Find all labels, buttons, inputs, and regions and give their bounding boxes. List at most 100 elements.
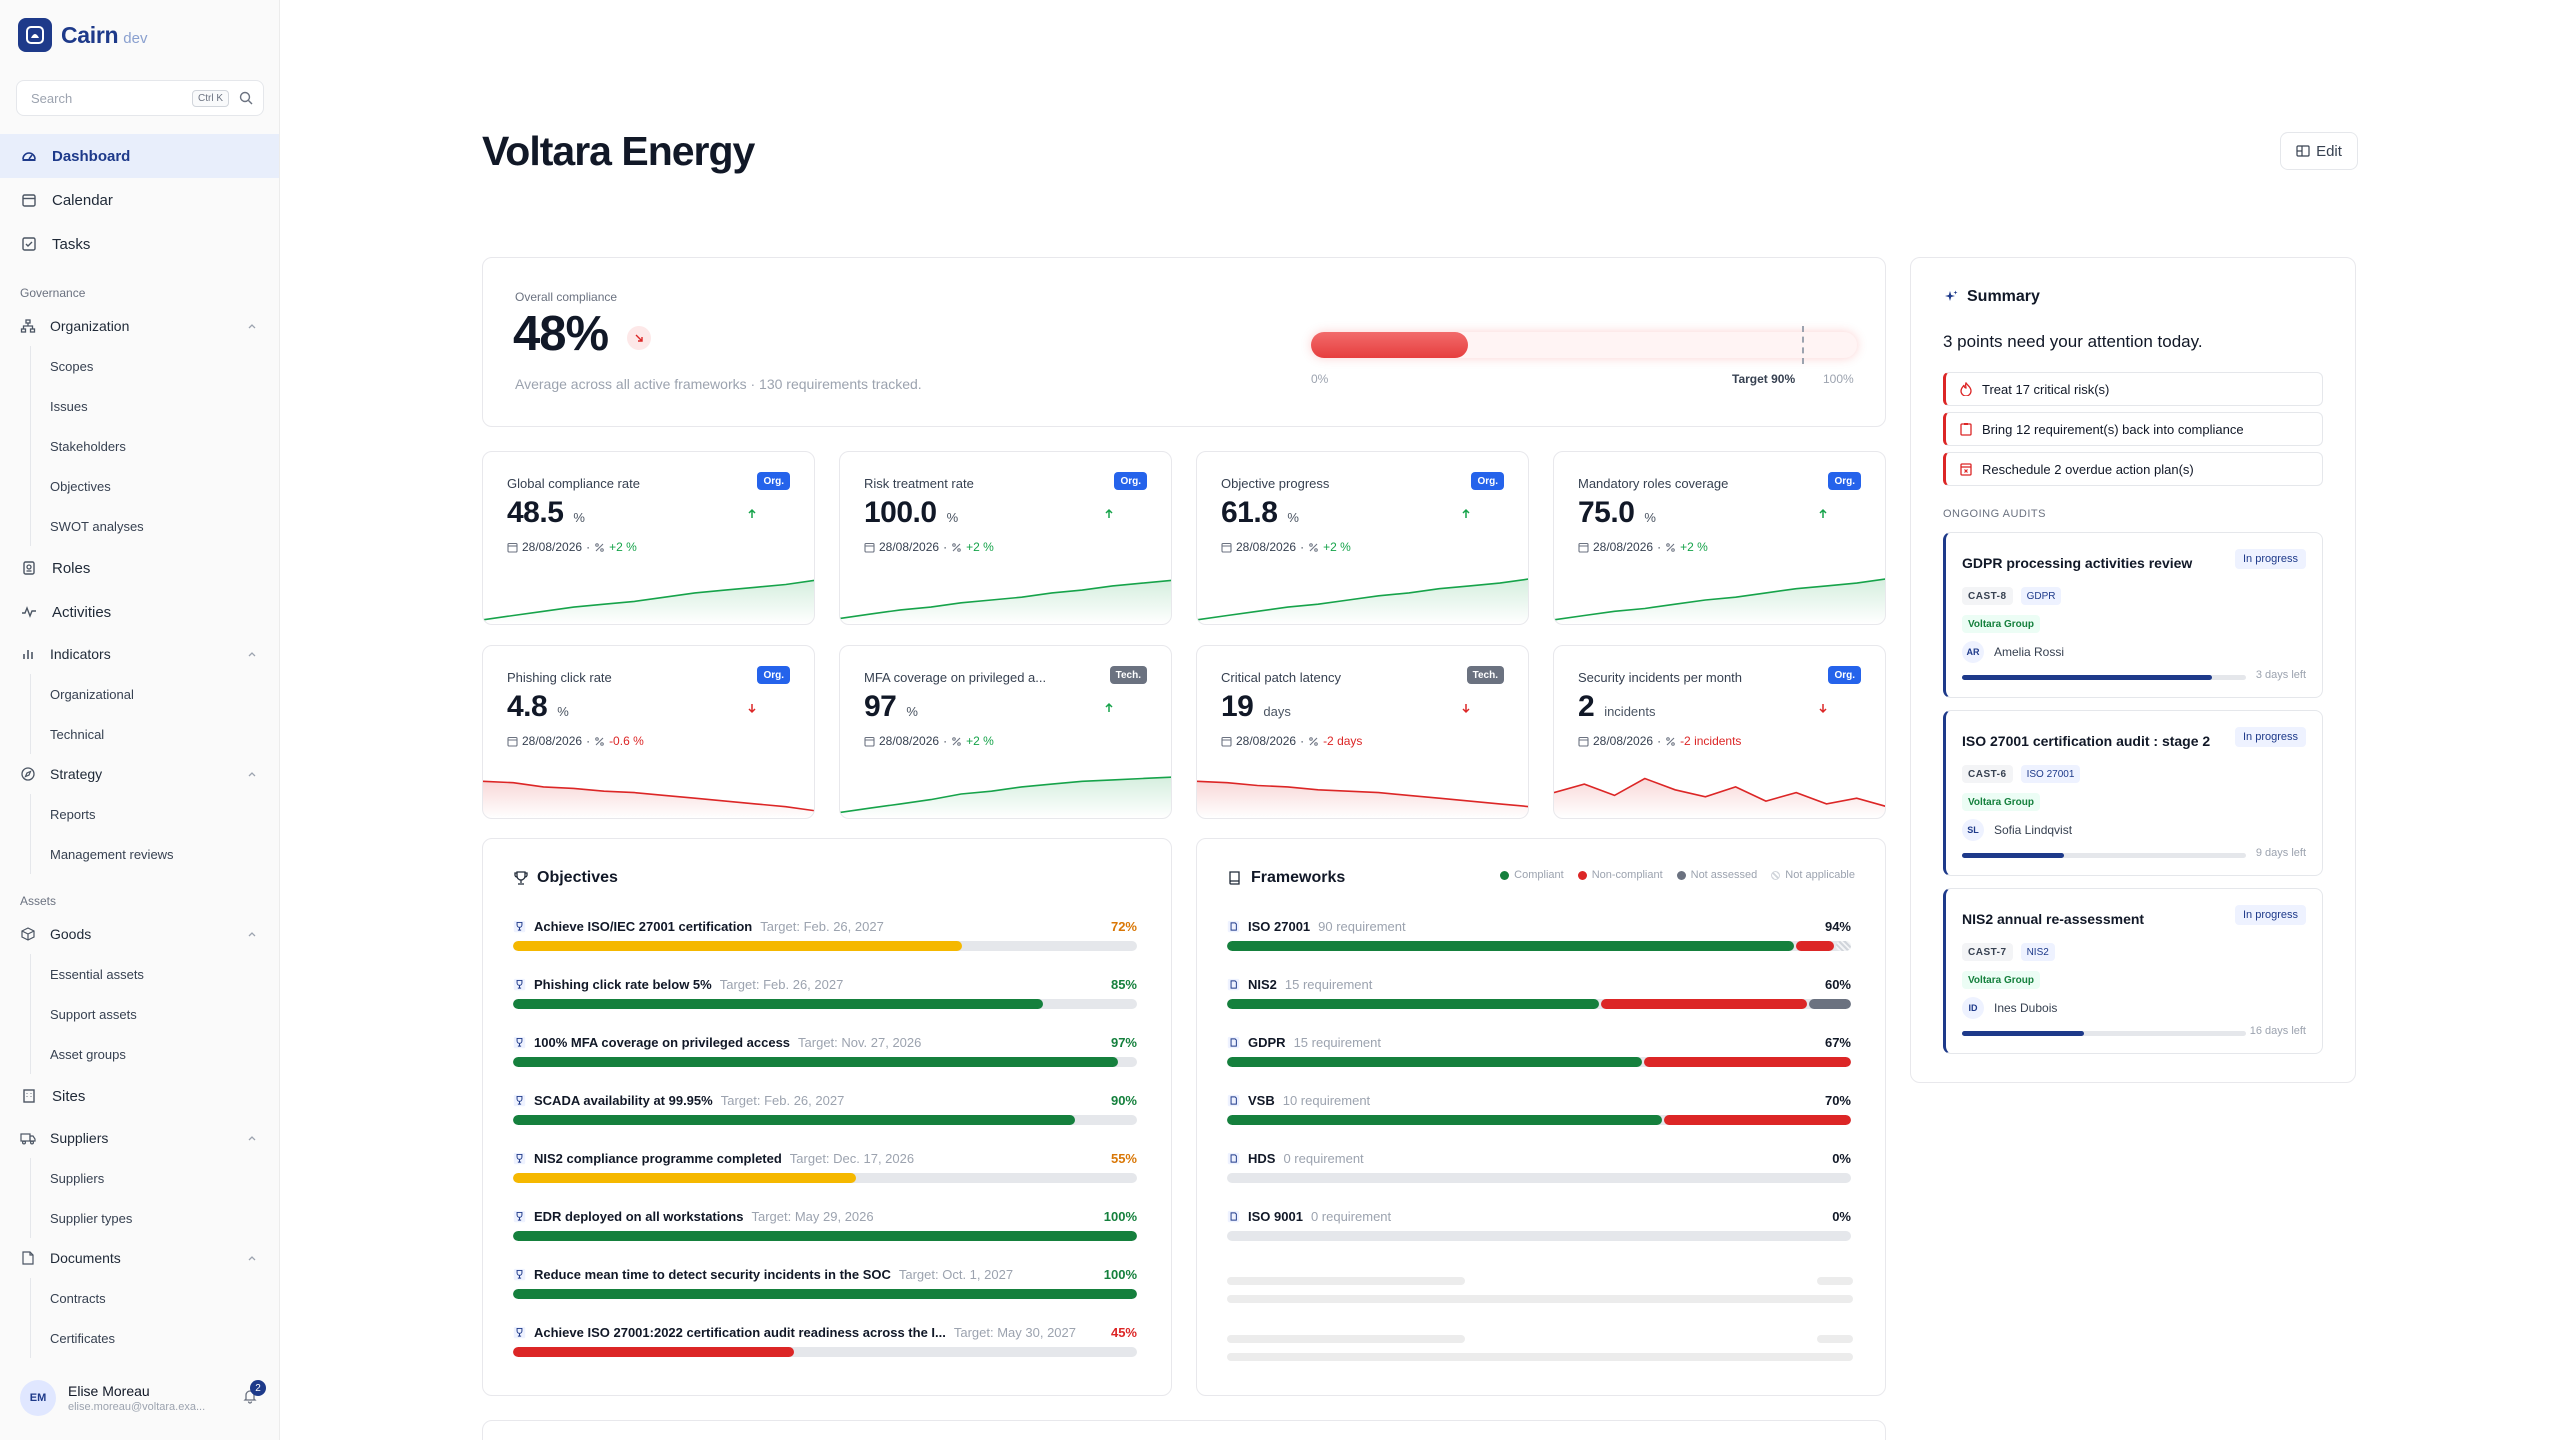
search-icon[interactable] [239, 91, 253, 105]
objective-row[interactable]: SCADA availability at 99.95% Target: Feb.… [513, 1089, 1137, 1125]
objective-row[interactable]: 100% MFA coverage on privileged access Ta… [513, 1031, 1137, 1067]
framework-row[interactable]: NIS2 15 requirement 60% [1227, 973, 1851, 1009]
sidebar-group-strategy[interactable]: Strategy [0, 754, 279, 794]
sidebar-item-issues[interactable]: Issues [0, 386, 279, 426]
objective-row[interactable]: Phishing click rate below 5% Target: Feb.… [513, 973, 1137, 1009]
kpi-meta: 28/08/2026 · +2 % [507, 540, 637, 554]
delta-icon [594, 542, 605, 553]
sidebar-item-activities[interactable]: Activities [0, 590, 279, 634]
sidebar-item-asset-groups[interactable]: Asset groups [0, 1034, 279, 1074]
calendar-icon [1578, 542, 1589, 553]
kpi-card[interactable]: Security incidents per month Org. 2 inciden… [1553, 645, 1886, 819]
sidebar: Cairn dev Search Ctrl K Dashboard Calend… [0, 0, 280, 1440]
framework-segment-non-compliant [1601, 999, 1808, 1009]
kpi-date: 28/08/2026 [1236, 540, 1297, 554]
sidebar-item-scopes[interactable]: Scopes [0, 346, 279, 386]
sidebar-item-calendar[interactable]: Calendar [0, 178, 279, 222]
user-menu[interactable]: EM Elise Moreau elise.moreau@voltara.exa… [14, 1370, 266, 1426]
kpi-card[interactable]: Objective progress Org. 61.8% 28/08/2026 · +2… [1196, 451, 1529, 625]
audit-card[interactable]: GDPR processing activities review In prog… [1943, 532, 2323, 698]
sidebar-item-sites[interactable]: Sites [0, 1074, 279, 1118]
trophy-icon [513, 1268, 526, 1281]
framework-row[interactable]: GDPR 15 requirement 67% [1227, 1031, 1851, 1067]
objective-head: NIS2 compliance programme completed Targe… [513, 1147, 1137, 1169]
sidebar-item-tasks[interactable]: Tasks [0, 222, 279, 266]
objective-row[interactable]: Achieve ISO/IEC 27001 certification Targe… [513, 915, 1137, 951]
sidebar-group-organization[interactable]: Organization [0, 306, 279, 346]
objective-row[interactable]: NIS2 compliance programme completed Targe… [513, 1147, 1137, 1183]
chevron-up-icon[interactable] [247, 649, 257, 659]
kpi-card[interactable]: Phishing click rate Org. 4.8% 28/08/2026 · -0… [482, 645, 815, 819]
arrow-up-icon [1103, 702, 1115, 714]
delta-icon [1665, 736, 1676, 747]
framework-row[interactable]: ISO 27001 90 requirement 94% [1227, 915, 1851, 951]
sidebar-item-certificates[interactable]: Certificates [0, 1318, 279, 1358]
sparkline-chart [483, 780, 814, 818]
cairn-logo-icon [18, 18, 52, 52]
sidebar-item-roles[interactable]: Roles [0, 546, 279, 590]
sidebar-item-suppliers[interactable]: Suppliers [0, 1158, 279, 1198]
chevron-up-icon[interactable] [247, 929, 257, 939]
next-section-card [482, 1420, 1886, 1440]
sparkline [1197, 576, 1528, 624]
objective-name: Phishing click rate below 5% [534, 976, 712, 992]
chevron-up-icon[interactable] [247, 1253, 257, 1263]
framework-chip: GDPR [2020, 587, 2062, 605]
sidebar-item-management-reviews[interactable]: Management reviews [0, 834, 279, 874]
framework-row[interactable]: ISO 9001 0 requirement 0% [1227, 1205, 1851, 1241]
chevron-up-icon[interactable] [247, 769, 257, 779]
document-icon [1227, 1036, 1240, 1049]
chevron-up-icon[interactable] [247, 1133, 257, 1143]
objective-progress-track [513, 999, 1137, 1009]
sidebar-item-stakeholders[interactable]: Stakeholders [0, 426, 279, 466]
notifications-button[interactable]: 2 [242, 1380, 266, 1404]
sidebar-item-organizational[interactable]: Organizational [0, 674, 279, 714]
sidebar-item-reports[interactable]: Reports [0, 794, 279, 834]
scope-badge: Org. [757, 666, 790, 684]
objective-target: Target: Nov. 27, 2026 [798, 1034, 922, 1050]
kpi-card[interactable]: MFA coverage on privileged a... Tech. 97% 2… [839, 645, 1172, 819]
sidebar-group-suppliers[interactable]: Suppliers [0, 1118, 279, 1158]
sidebar-item-swot[interactable]: SWOT analyses [0, 506, 279, 546]
sidebar-item-dashboard[interactable]: Dashboard [0, 134, 279, 178]
sidebar-item-objectives[interactable]: Objectives [0, 466, 279, 506]
chevron-up-icon[interactable] [247, 321, 257, 331]
sidebar-group-goods[interactable]: Goods [0, 914, 279, 954]
overall-progress-bar [1311, 326, 1857, 364]
edit-label: Edit [2316, 142, 2342, 160]
calendar-icon [1578, 736, 1589, 747]
objective-progress-fill [513, 1347, 794, 1357]
objective-row[interactable]: EDR deployed on all workstations Target: … [513, 1205, 1137, 1241]
sparkline [1554, 576, 1885, 624]
alert-critical-risks[interactable]: Treat 17 critical risk(s) [1943, 372, 2323, 406]
sidebar-item-label: Indicators [50, 646, 111, 662]
audit-card[interactable]: NIS2 annual re-assessment In progress CAST… [1943, 888, 2323, 1054]
kpi-card[interactable]: Risk treatment rate Org. 100.0% 28/08/2026 ·… [839, 451, 1172, 625]
alert-action-plans[interactable]: Reschedule 2 overdue action plan(s) [1943, 452, 2323, 486]
kpi-date: 28/08/2026 [879, 734, 940, 748]
sidebar-item-support-assets[interactable]: Support assets [0, 994, 279, 1034]
alert-requirements[interactable]: Bring 12 requirement(s) back into compli… [1943, 412, 2323, 446]
sidebar-item-contracts[interactable]: Contracts [0, 1278, 279, 1318]
delta-icon [1308, 736, 1319, 747]
edit-button[interactable]: Edit [2280, 132, 2358, 170]
framework-row[interactable]: HDS 0 requirement 0% [1227, 1147, 1851, 1183]
sidebar-item-technical[interactable]: Technical [0, 714, 279, 754]
brand[interactable]: Cairn dev [18, 18, 147, 52]
search-input[interactable]: Search Ctrl K [16, 80, 264, 116]
kpi-card[interactable]: Mandatory roles coverage Org. 75.0% 28/08/2… [1553, 451, 1886, 625]
framework-row[interactable]: VSB 10 requirement 70% [1227, 1089, 1851, 1125]
kpi-card[interactable]: Critical patch latency Tech. 19 days 28/08/2… [1196, 645, 1529, 819]
legend-not-assessed: Not assessed [1676, 869, 1757, 881]
audit-card[interactable]: ISO 27001 certification audit : stage 2 I… [1943, 710, 2323, 876]
kpi-card[interactable]: Global compliance rate Org. 48.5% 28/08/202… [482, 451, 815, 625]
objective-row[interactable]: Reduce mean time to detect security inci… [513, 1263, 1137, 1299]
sidebar-item-supplier-types[interactable]: Supplier types [0, 1198, 279, 1238]
sidebar-item-essential-assets[interactable]: Essential assets [0, 954, 279, 994]
objective-row[interactable]: Achieve ISO 27001:2022 certification aud… [513, 1321, 1137, 1357]
app-env: dev [123, 29, 148, 47]
sidebar-group-indicators[interactable]: Indicators [0, 634, 279, 674]
sidebar-group-documents[interactable]: Documents [0, 1238, 279, 1278]
framework-progress-track [1227, 941, 1851, 951]
delta-icon [951, 542, 962, 553]
